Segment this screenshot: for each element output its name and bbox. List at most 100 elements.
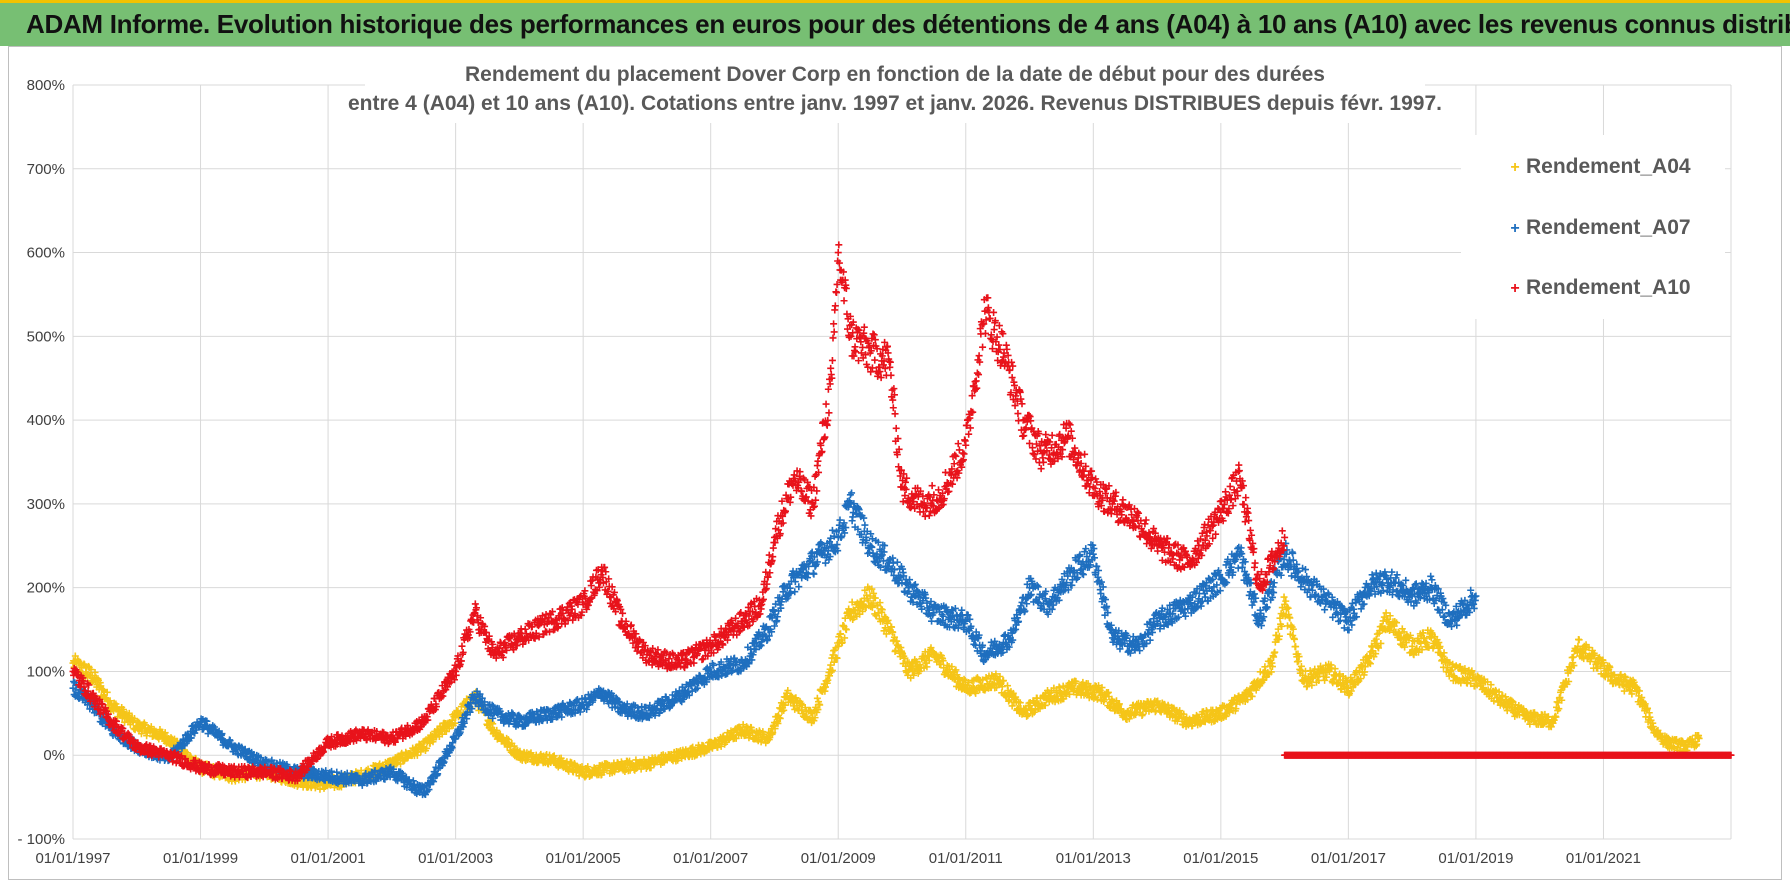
scatter-mark bbox=[1281, 612, 1289, 620]
x-tick-label: 01/01/2009 bbox=[801, 850, 876, 867]
y-tick-label: 200% bbox=[27, 580, 65, 597]
x-tick-label: 01/01/2011 bbox=[929, 850, 1003, 867]
scatter-mark bbox=[1139, 710, 1147, 718]
scatter-mark bbox=[1282, 597, 1290, 605]
scatter-mark bbox=[1377, 639, 1385, 647]
scatter-mark bbox=[445, 725, 453, 733]
scatter-mark bbox=[889, 628, 897, 636]
scatter-mark bbox=[814, 706, 822, 714]
y-tick-label: 800% bbox=[27, 77, 65, 94]
scatter-mark bbox=[827, 668, 835, 676]
x-tick-label: 01/01/2007 bbox=[673, 850, 748, 867]
scatter-mark bbox=[952, 666, 960, 674]
scatter-mark bbox=[810, 570, 818, 578]
x-tick-label: 01/01/2003 bbox=[418, 850, 493, 867]
scatter-mark bbox=[1331, 665, 1339, 673]
scatter-mark bbox=[732, 734, 740, 742]
scatter-mark bbox=[828, 666, 836, 674]
scatter-mark bbox=[996, 673, 1004, 681]
scatter-mark bbox=[925, 656, 933, 664]
scatter-mark bbox=[1295, 653, 1303, 661]
scatter-mark bbox=[893, 558, 901, 566]
scatter-mark bbox=[769, 729, 777, 737]
scatter-mark bbox=[960, 675, 968, 683]
scatter-mark bbox=[821, 683, 829, 691]
scatter-mark bbox=[125, 709, 133, 717]
scatter-mark bbox=[1357, 675, 1365, 683]
scatter-mark bbox=[488, 718, 496, 726]
x-axis-ticks: 01/01/1997 01/01/1999 01/01/2001 01/01/2003… bbox=[35, 850, 1641, 867]
scatter-mark bbox=[130, 715, 138, 723]
scatter-mark bbox=[183, 749, 191, 757]
scatter-mark bbox=[890, 633, 898, 641]
scatter-mark bbox=[868, 585, 876, 593]
x-tick-label: 01/01/2005 bbox=[546, 850, 621, 867]
scatter-mark bbox=[884, 616, 892, 624]
scatter-mark bbox=[1347, 687, 1355, 695]
scatter-mark bbox=[1188, 722, 1196, 730]
scatter-mark bbox=[1244, 696, 1252, 704]
scatter-mark bbox=[842, 626, 850, 634]
y-tick-label: 0% bbox=[43, 747, 65, 764]
scatter-mark bbox=[869, 599, 877, 607]
scatter-mark bbox=[784, 687, 792, 695]
scatter-mark bbox=[948, 663, 956, 671]
x-tick-label: 01/01/2001 bbox=[291, 850, 366, 867]
x-tick-label: 01/01/2017 bbox=[1311, 850, 1386, 867]
scatter-mark bbox=[1297, 662, 1305, 670]
scatter-mark bbox=[816, 701, 824, 709]
scatter-mark bbox=[923, 663, 931, 671]
scatter-mark bbox=[141, 721, 149, 729]
scatter-mark bbox=[881, 613, 889, 621]
scatter-mark bbox=[1569, 653, 1577, 661]
scatter-mark bbox=[493, 726, 501, 734]
scatter-mark bbox=[1098, 684, 1106, 692]
scatter-mark bbox=[876, 599, 884, 607]
scatter-mark bbox=[1366, 660, 1374, 668]
x-tick-label: 01/01/2013 bbox=[1056, 850, 1131, 867]
scatter-mark bbox=[1059, 682, 1067, 690]
scatter-mark bbox=[780, 706, 788, 714]
series-layer bbox=[69, 241, 1735, 799]
scatter-mark bbox=[97, 682, 105, 690]
scatter-mark bbox=[1283, 603, 1291, 611]
y-tick-label: 300% bbox=[27, 496, 65, 513]
scatter-mark bbox=[901, 654, 909, 662]
scatter-mark bbox=[833, 654, 841, 662]
scatter-mark bbox=[821, 559, 829, 567]
y-tick-label: 400% bbox=[27, 412, 65, 429]
scatter-mark bbox=[795, 583, 803, 591]
chart-frame: - 100% 0% 100% 200% 300% 400% 500% 600% 700% 800%… bbox=[8, 46, 1782, 880]
scatter-mark bbox=[972, 689, 980, 697]
y-tick-label: 500% bbox=[27, 328, 65, 345]
scatter-mark bbox=[1041, 701, 1049, 709]
y-axis-ticks: - 100%0%100%200%300%400%500%600%700%800% bbox=[17, 77, 65, 848]
scatter-mark bbox=[915, 667, 923, 675]
scatter-mark bbox=[859, 607, 867, 615]
scatter-mark bbox=[837, 630, 845, 638]
scatter-mark bbox=[1248, 692, 1256, 700]
scatter-mark bbox=[161, 729, 169, 737]
y-tick-label: 100% bbox=[27, 663, 65, 680]
x-tick-label: 01/01/2021 bbox=[1566, 850, 1641, 867]
scatter-mark bbox=[939, 657, 947, 665]
scatter-mark bbox=[1575, 636, 1583, 644]
scatter-mark bbox=[1268, 663, 1276, 671]
scatter-mark bbox=[776, 714, 784, 722]
scatter-mark bbox=[811, 714, 819, 722]
scatter-mark bbox=[1372, 650, 1380, 658]
scatter-mark bbox=[1093, 695, 1101, 703]
scatter-mark bbox=[1306, 667, 1314, 675]
scatter-mark bbox=[1286, 614, 1294, 622]
scatter-mark bbox=[1275, 632, 1283, 640]
scatter-mark bbox=[674, 756, 682, 764]
scatter-mark bbox=[1024, 711, 1032, 719]
scatter-mark bbox=[1299, 671, 1307, 679]
scatter-mark bbox=[1290, 635, 1298, 643]
y-tick-label: - 100% bbox=[17, 831, 65, 848]
scatter-mark bbox=[1289, 625, 1297, 633]
scatter-mark bbox=[510, 742, 518, 750]
scatter-mark bbox=[878, 606, 886, 614]
scatter-mark bbox=[848, 598, 856, 606]
scatter-mark bbox=[1066, 690, 1074, 698]
